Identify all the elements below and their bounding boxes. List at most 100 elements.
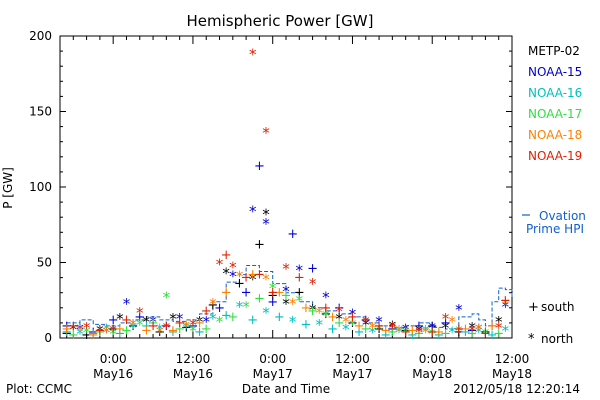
data-point: + (460, 322, 471, 337)
legend: METP-02 NOAA-15 NOAA-16 NOAA-17 NOAA-18 NOAA-… (528, 44, 582, 163)
legend-entry: NOAA-18 (528, 128, 582, 142)
data-point: * (169, 310, 177, 328)
data-point: + (68, 319, 79, 334)
data-point: + (174, 316, 185, 331)
data-point: + (467, 326, 478, 341)
data-point: * (222, 265, 230, 283)
data-point: * (475, 320, 483, 338)
data-point: + (121, 323, 132, 338)
x-axis: 0:00May1612:00May160:00May1712:00May170:… (59, 36, 532, 381)
data-point: * (362, 313, 370, 331)
data-point: + (134, 310, 145, 325)
data-point: + (307, 262, 318, 277)
data-point: * (448, 313, 456, 331)
data-point: + (61, 322, 72, 337)
y-tick-label: 50 (37, 256, 52, 270)
data-point: + (300, 317, 311, 332)
data-point: + (500, 293, 511, 308)
north-marker-symbol: * (528, 332, 535, 347)
data-point: + (128, 319, 139, 334)
data-point: + (294, 286, 305, 301)
data-point: + (194, 316, 205, 331)
data-point: * (289, 313, 297, 331)
data-point: + (327, 322, 338, 337)
data-point: + (400, 325, 411, 340)
x-tick-date-label: May17 (332, 367, 372, 381)
data-point: + (121, 313, 132, 328)
data-point: * (76, 325, 84, 343)
y-axis-label: P [GW] (1, 167, 15, 209)
data-point: * (428, 325, 436, 343)
ovation-legend: Ovation Prime HPI (522, 209, 586, 236)
footer-credit: Plot: CCMC (6, 382, 72, 396)
data-point: + (267, 289, 278, 304)
legend-entry: NOAA-15 (528, 65, 582, 79)
data-point: * (389, 319, 397, 337)
data-point: + (61, 319, 72, 334)
data-point: + (334, 316, 345, 331)
data-point: + (88, 326, 99, 341)
data-point: * (262, 215, 270, 233)
data-point: + (247, 268, 258, 283)
legend-entry: NOAA-17 (528, 107, 582, 121)
data-point: + (241, 286, 252, 301)
data-point: * (342, 313, 350, 331)
data-point: + (493, 326, 504, 341)
data-point: + (480, 326, 491, 341)
data-point: * (349, 316, 357, 334)
data-point: + (274, 310, 285, 325)
data-point: * (455, 322, 463, 340)
data-point: + (380, 323, 391, 338)
data-point: * (502, 295, 510, 313)
data-point: * (475, 323, 483, 341)
data-point: * (375, 320, 383, 338)
data-point: + (433, 328, 444, 343)
data-point: * (468, 322, 476, 340)
data-point: + (187, 319, 198, 334)
data-point: * (229, 268, 237, 286)
data-point: + (334, 301, 345, 316)
data-point: + (327, 310, 338, 325)
data-point: + (387, 325, 398, 340)
data-point: + (94, 325, 105, 340)
data-point: * (402, 320, 410, 338)
data-point: * (229, 259, 237, 277)
data-point: * (216, 313, 224, 331)
data-point: + (274, 286, 285, 301)
data-point: + (427, 325, 438, 340)
chart-title: Hemispheric Power [GW] (187, 12, 374, 30)
data-point: + (374, 319, 385, 334)
data-point: * (196, 313, 204, 331)
data-point: + (467, 323, 478, 338)
data-point: * (76, 322, 84, 340)
data-point: * (202, 313, 210, 331)
data-point: + (413, 319, 424, 334)
data-point: * (402, 323, 410, 341)
x-axis-label: Date and Time (242, 382, 330, 396)
data-point: * (83, 323, 91, 341)
y-tick-label: 150 (29, 105, 52, 119)
data-point: * (296, 292, 304, 310)
data-point: * (422, 323, 430, 341)
data-point: + (440, 326, 451, 341)
data-point: * (249, 46, 257, 64)
y-axis: 0 50 100 150 200 (29, 29, 512, 345)
marker-key: + south * north (528, 300, 575, 347)
data-point: * (136, 316, 144, 334)
data-point: * (442, 310, 450, 328)
data-markers: +* + * +* + *+*+ *+*+ *+*+ *+* + * + * + * + * + * + * +*+ * + *… (61, 46, 511, 343)
data-point: + (294, 271, 305, 286)
data-point: * (482, 325, 490, 343)
data-point: * (236, 298, 244, 316)
data-point: + (247, 313, 258, 328)
data-point: + (141, 319, 152, 334)
data-point: + (114, 326, 125, 341)
data-point: + (161, 319, 172, 334)
data-point: * (129, 319, 137, 337)
x-tick-time-label: 0:00 (259, 352, 286, 366)
x-tick-time-label: 0:00 (100, 352, 127, 366)
legend-entry: METP-02 (528, 44, 580, 58)
x-tick-date-label: May16 (93, 367, 133, 381)
y-tick-label: 200 (29, 29, 52, 43)
